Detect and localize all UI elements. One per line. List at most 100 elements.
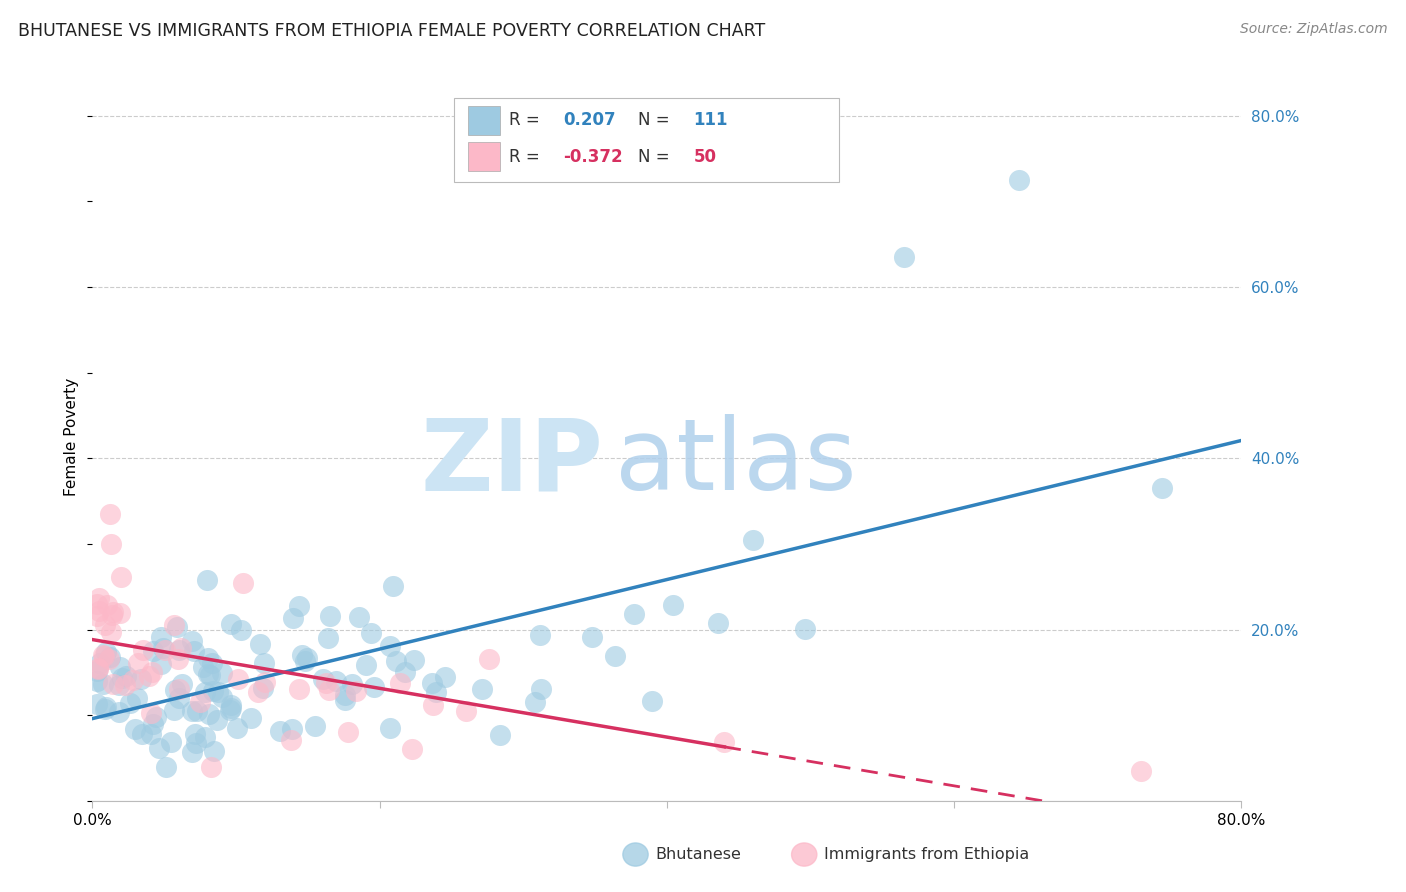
Point	[288, 681, 311, 696]
Point	[336, 725, 359, 739]
Text: BHUTANESE VS IMMIGRANTS FROM ETHIOPIA FEMALE POVERTY CORRELATION CHART: BHUTANESE VS IMMIGRANTS FROM ETHIOPIA FE…	[18, 22, 765, 40]
Point	[316, 631, 339, 645]
Text: 111: 111	[693, 112, 728, 129]
Point	[122, 673, 145, 687]
Point	[254, 675, 277, 690]
Point	[471, 682, 494, 697]
Point	[201, 656, 224, 670]
Point	[86, 674, 108, 689]
Point	[478, 652, 501, 666]
Point	[529, 628, 551, 642]
Point	[333, 688, 356, 702]
Point	[219, 703, 242, 717]
Point	[100, 537, 122, 551]
Point	[194, 730, 217, 744]
Point	[139, 706, 162, 721]
Point	[101, 605, 124, 619]
Text: atlas: atlas	[616, 414, 856, 511]
Point	[93, 648, 115, 662]
Point	[101, 677, 124, 691]
Point	[226, 673, 249, 687]
Text: 0.207: 0.207	[564, 112, 616, 129]
Point	[155, 642, 177, 657]
Point	[180, 634, 202, 648]
Point	[581, 630, 603, 644]
Point	[1152, 482, 1174, 496]
Point	[197, 651, 219, 665]
Point	[138, 669, 160, 683]
Point	[1008, 173, 1031, 187]
Point	[110, 570, 132, 584]
Text: ZIP: ZIP	[420, 414, 603, 511]
Point	[641, 694, 664, 708]
Point	[181, 745, 204, 759]
Point	[385, 654, 408, 668]
Point	[118, 696, 141, 710]
Point	[530, 681, 553, 696]
Point	[603, 648, 626, 663]
Text: 50: 50	[693, 148, 716, 166]
Point	[211, 665, 233, 680]
Point	[489, 727, 512, 741]
Point	[150, 657, 173, 672]
Point	[111, 671, 134, 685]
Point	[207, 685, 229, 699]
Point	[87, 661, 110, 675]
Point	[100, 650, 122, 665]
Point	[124, 722, 146, 736]
Point	[315, 676, 337, 690]
Point	[98, 507, 121, 521]
Point	[325, 673, 347, 688]
Point	[160, 735, 183, 749]
Point	[346, 684, 368, 698]
Point	[166, 620, 188, 634]
Text: Bhutanese: Bhutanese	[655, 847, 741, 862]
Point	[129, 672, 152, 686]
Point	[707, 616, 730, 631]
Point	[145, 710, 167, 724]
Point	[388, 676, 411, 690]
Point	[86, 597, 108, 611]
Point	[394, 665, 416, 679]
Point	[100, 624, 122, 639]
Point	[186, 704, 208, 718]
Point	[252, 681, 274, 696]
Point	[402, 653, 425, 667]
Point	[107, 678, 129, 692]
Point	[184, 726, 207, 740]
Point	[354, 658, 377, 673]
Point	[101, 608, 124, 623]
Point	[94, 702, 117, 716]
Point	[148, 741, 170, 756]
Point	[893, 250, 915, 264]
Point	[163, 702, 186, 716]
Point	[94, 617, 117, 632]
Point	[197, 706, 219, 721]
Point	[219, 700, 242, 714]
Text: R =: R =	[509, 112, 546, 129]
Point	[295, 651, 318, 665]
FancyBboxPatch shape	[454, 98, 839, 182]
Point	[198, 668, 221, 682]
Point	[167, 691, 190, 706]
Point	[132, 643, 155, 657]
Point	[190, 695, 212, 709]
Point	[433, 669, 456, 683]
Point	[229, 624, 252, 638]
Point	[127, 656, 149, 670]
Point	[420, 675, 443, 690]
Point	[401, 742, 423, 756]
Point	[363, 680, 385, 694]
Point	[378, 721, 401, 735]
Point	[304, 719, 326, 733]
Point	[155, 760, 177, 774]
Point	[232, 576, 254, 591]
Point	[86, 664, 108, 678]
Point	[108, 705, 131, 719]
Point	[139, 727, 162, 741]
Point	[183, 644, 205, 658]
Point	[141, 665, 163, 679]
Point	[456, 704, 478, 718]
Point	[86, 609, 108, 624]
Point	[281, 722, 304, 736]
